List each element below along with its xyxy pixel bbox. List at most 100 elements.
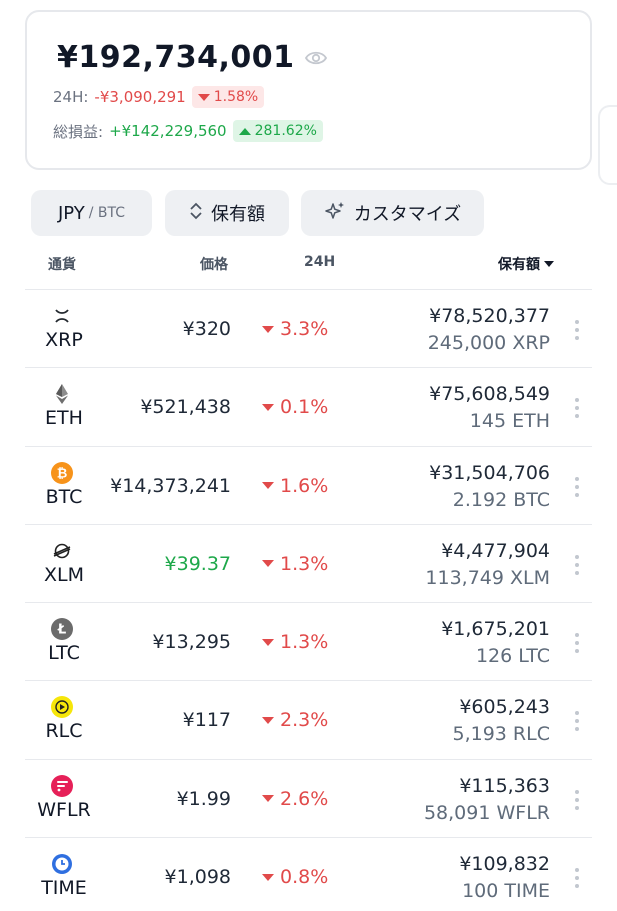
asset-price: ¥320 (182, 318, 231, 340)
asset-row[interactable]: ETH ¥521,438 0.1% ¥75,608,549 145 ETH (25, 367, 592, 445)
asset-change-value: 3.3% (280, 318, 329, 340)
asset-row[interactable]: ₿ BTC ¥14,373,241 1.6% ¥31,504,706 2.192… (25, 445, 592, 524)
total-balance-row: ¥192,734,001 (57, 40, 327, 75)
asset-price: ¥1.99 (176, 787, 231, 810)
ltc-icon: Ł (51, 618, 73, 641)
currency-toggle-button[interactable]: JPY / BTC (31, 190, 152, 236)
asset-holding-amount: 145 ETH (469, 410, 550, 433)
btc-icon: ₿ (51, 461, 73, 484)
asset-change: 2.6% (262, 788, 328, 810)
header-24h[interactable]: 24H (304, 254, 336, 270)
asset-holding-amount: 100 TIME (462, 880, 550, 903)
header-currency[interactable]: 通貨 (48, 257, 76, 273)
more-options-icon[interactable] (574, 789, 580, 810)
down-arrow-icon (262, 873, 274, 881)
asset-change: 0.1% (262, 396, 328, 418)
header-price[interactable]: 価格 (200, 257, 228, 273)
asset-change: 3.3% (262, 318, 328, 340)
asset-list: XRP ¥320 3.3% ¥78,520,377 245,000 XRP ET… (25, 289, 592, 911)
total-pnl-row: 総損益: +¥142,229,560 281.62% (53, 120, 323, 142)
asset-change: 2.3% (262, 709, 328, 731)
asset-change-value: 0.1% (280, 396, 329, 419)
down-arrow-icon (262, 482, 274, 490)
asset-price: ¥39.37 (164, 552, 231, 575)
svg-text:Ł: Ł (57, 623, 66, 638)
asset-holding-value: ¥4,477,904 (441, 539, 550, 562)
asset-change-value: 2.6% (280, 787, 329, 810)
down-arrow-icon (262, 638, 274, 646)
total-pnl-label: 総損益: (53, 122, 104, 141)
asset-row[interactable]: XLM ¥39.37 1.3% ¥4,477,904 113,749 XLM (25, 523, 592, 602)
portfolio-summary-card: ¥192,734,001 24H: -¥3,090,291 1.58% 総損益:… (25, 10, 592, 170)
more-options-icon[interactable] (574, 476, 580, 497)
time-icon (51, 853, 73, 875)
sparkle-icon (324, 201, 346, 226)
asset-change: 1.6% (262, 475, 328, 497)
eth-icon (51, 383, 73, 405)
more-options-icon[interactable] (574, 868, 580, 889)
sort-label: 保有額 (211, 204, 265, 225)
header-holding-label: 保有額 (498, 257, 540, 273)
asset-holding-value: ¥31,504,706 (429, 461, 550, 484)
next-card-peek[interactable] (598, 105, 617, 185)
asset-symbol: XRP (45, 329, 83, 351)
day-change-badge: 1.58% (191, 86, 265, 108)
more-options-icon[interactable] (574, 711, 580, 732)
down-arrow-icon (262, 560, 274, 568)
asset-change-value: 0.8% (280, 866, 329, 889)
xrp-icon (51, 305, 73, 327)
currency-sub-label: / BTC (88, 205, 126, 221)
asset-holding-amount: 113,749 XLM (425, 566, 550, 589)
svg-text:₿: ₿ (57, 466, 68, 481)
wflr-icon (51, 774, 73, 797)
asset-symbol: LTC (48, 642, 80, 665)
asset-holding-value: ¥78,520,377 (429, 305, 550, 327)
day-change-value: -¥3,090,291 (94, 88, 186, 106)
asset-holding-amount: 5,193 RLC (452, 723, 551, 746)
asset-change: 1.3% (262, 553, 328, 575)
more-options-icon[interactable] (574, 633, 580, 654)
day-change-label: 24H: (53, 88, 89, 106)
asset-symbol: TIME (41, 877, 87, 900)
day-change-row: 24H: -¥3,090,291 1.58% (53, 86, 265, 108)
more-options-icon[interactable] (574, 398, 580, 419)
table-header: 通貨 価格 24H 保有額 (0, 254, 617, 278)
asset-price: ¥1,098 (164, 866, 231, 889)
asset-symbol: BTC (45, 485, 83, 508)
asset-row[interactable]: TIME ¥1,098 0.8% ¥109,832 100 TIME (25, 837, 592, 911)
sort-button[interactable]: 保有額 (165, 190, 289, 236)
asset-row[interactable]: XRP ¥320 3.3% ¥78,520,377 245,000 XRP (25, 289, 592, 367)
down-arrow-icon (262, 403, 274, 411)
asset-price: ¥117 (182, 709, 231, 732)
customize-button[interactable]: カスタマイズ (301, 190, 484, 236)
eye-icon[interactable] (304, 50, 327, 66)
header-holding[interactable]: 保有額 (498, 254, 554, 274)
asset-symbol: WFLR (37, 798, 91, 821)
sort-desc-icon (544, 261, 554, 267)
asset-change: 1.3% (262, 631, 328, 653)
more-options-icon[interactable] (574, 554, 580, 575)
asset-row[interactable]: Ł LTC ¥13,295 1.3% ¥1,675,201 126 LTC (25, 602, 592, 680)
asset-holding-value: ¥115,363 (459, 774, 550, 797)
asset-holding-value: ¥75,608,549 (429, 383, 550, 406)
asset-price: ¥14,373,241 (110, 474, 231, 497)
asset-holding-amount: 2.192 BTC (452, 488, 550, 511)
up-arrow-icon (238, 127, 251, 135)
currency-main-label: JPY (57, 202, 85, 224)
asset-change: 0.8% (262, 866, 328, 888)
asset-change-value: 1.3% (280, 631, 329, 654)
down-arrow-icon (262, 795, 274, 803)
xlm-icon (51, 540, 73, 562)
asset-holding-value: ¥1,675,201 (441, 618, 550, 641)
more-options-icon[interactable] (574, 320, 580, 340)
asset-symbol: ETH (45, 407, 83, 430)
asset-holding-amount: 58,091 WFLR (423, 801, 550, 824)
asset-price: ¥521,438 (140, 396, 231, 419)
asset-symbol: XLM (44, 563, 84, 586)
asset-change-value: 1.3% (280, 552, 329, 575)
asset-row[interactable]: WFLR ¥1.99 2.6% ¥115,363 58,091 WFLR (25, 758, 592, 837)
sort-icon (189, 202, 203, 225)
asset-row[interactable]: RLC ¥117 2.3% ¥605,243 5,193 RLC (25, 680, 592, 758)
asset-holding-value: ¥605,243 (459, 696, 550, 719)
total-pnl-value: +¥142,229,560 (109, 122, 227, 140)
